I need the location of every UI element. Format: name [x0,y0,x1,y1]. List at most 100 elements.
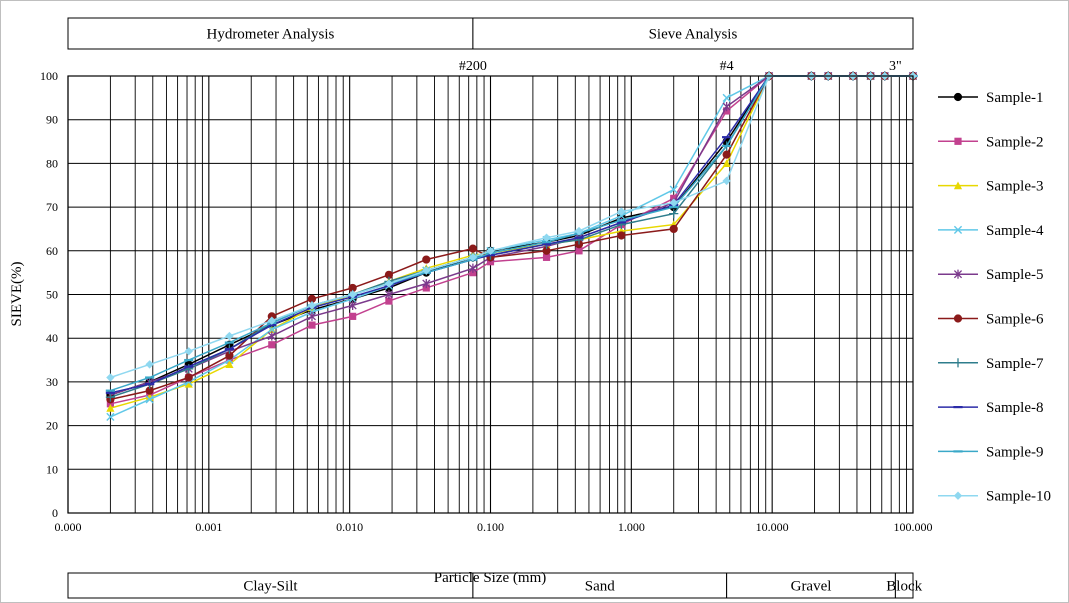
sieve-marker-label: #4 [720,59,734,74]
data-point [669,209,679,219]
x-tick-label: 0.000 [55,520,82,534]
data-point [617,207,626,216]
data-point [145,395,154,404]
legend-item: Sample-3 [938,179,1044,195]
legend-label: Sample-9 [986,444,1044,460]
data-point [349,312,357,320]
legend-item: Sample-1 [938,90,1044,106]
top-bands: Hydrometer Analysis Sieve Analysis [67,17,914,50]
bottom-bands: Clay-Silt Sand Gravel Block [67,572,923,599]
data-point [468,244,478,253]
legend-label: Sample-1 [986,90,1044,106]
data-point [308,321,316,329]
legend-item: Sample-9 [938,444,1044,460]
y-tick-label: 50 [46,288,58,302]
data-point [722,93,731,102]
data-point [722,150,731,159]
y-axis-title: SIEVE(%) [9,262,25,327]
legend-item: Sample-6 [938,312,1044,328]
data-point [184,347,193,356]
x-tick-label: 0.001 [195,520,222,534]
legend-item: Sample-5 [938,267,1044,283]
data-point [184,373,193,382]
legend-item: Sample-2 [938,134,1044,150]
data-point [225,331,234,341]
data-point [184,379,193,388]
legend-label: Sample-7 [986,356,1044,372]
data-point [385,297,393,305]
data-point [468,263,477,273]
x-axis-title: Particle Size (mm) [434,570,546,586]
legend-label: Sample-3 [986,179,1044,195]
data-point [348,290,357,299]
chart-legend: Sample-1 Sample-2 Sample-3 Sample-4 Sample-5… [938,90,1051,505]
top-band-label: Sieve Analysis [649,27,738,43]
y-tick-label: 40 [46,331,58,345]
legend-marker [953,314,963,323]
bottom-band-label: Sand [585,579,616,595]
sieve-marker-label: #200 [459,59,487,74]
data-point [267,331,276,341]
legend-item: Sample-8 [938,400,1044,416]
data-point [574,226,584,236]
series-line [110,75,913,379]
legend-label: Sample-2 [986,134,1044,150]
data-point [669,185,678,194]
y-tick-label: 60 [46,244,58,258]
legend-label: Sample-5 [986,267,1044,283]
legend-label: Sample-6 [986,312,1044,328]
data-point [384,279,394,288]
plot-area-border [67,75,914,514]
y-tick-label: 10 [46,462,58,476]
bottom-band-label: Clay-Silt [243,579,298,595]
data-point [722,176,731,186]
series-6 [106,71,918,404]
x-tick-label: 0.100 [477,520,504,534]
chart-grid [67,75,913,514]
x-tick-label: 0.010 [336,520,363,534]
bottom-band-label: Block [886,579,922,595]
legend-marker [953,269,963,279]
data-point [268,341,276,349]
top-band-cell [67,17,474,50]
x-tick-label: 10.000 [756,520,789,534]
data-point [542,233,551,242]
bottom-band-label: Gravel [791,579,832,595]
legend-label: Sample-8 [986,400,1044,416]
y-tick-label: 100 [40,69,58,83]
legend-marker [953,92,963,102]
data-point [575,247,583,255]
data-point [422,266,431,275]
series-10 [106,71,918,382]
data-point [105,392,115,402]
data-point [384,289,393,300]
sieve-markers: #200 #4 3" [459,59,902,74]
bottom-band-cell [894,572,914,599]
legend-marker [953,358,963,368]
data-point [422,278,431,289]
legend-marker [953,181,963,190]
top-band-cell [472,17,914,50]
y-tick-label: 70 [46,200,58,214]
data-point [106,412,115,421]
data-point [267,316,277,325]
sieve-marker-label: 3" [889,59,902,74]
data-point [106,404,115,412]
y-tick-label: 30 [46,375,58,389]
bottom-band-cell [726,572,896,599]
data-point [722,101,731,112]
series-9 [105,74,918,392]
x-tick-label: 100.000 [894,520,933,534]
legend-item: Sample-7 [938,356,1044,372]
data-point [307,301,317,310]
data-point [348,300,357,311]
data-point [542,253,551,261]
data-point [106,373,115,382]
legend-marker [953,491,963,500]
y-tick-label: 20 [46,419,58,433]
data-point [617,211,626,220]
legend-label: Sample-10 [986,489,1051,505]
legend-marker [954,137,962,145]
data-point [307,311,317,321]
